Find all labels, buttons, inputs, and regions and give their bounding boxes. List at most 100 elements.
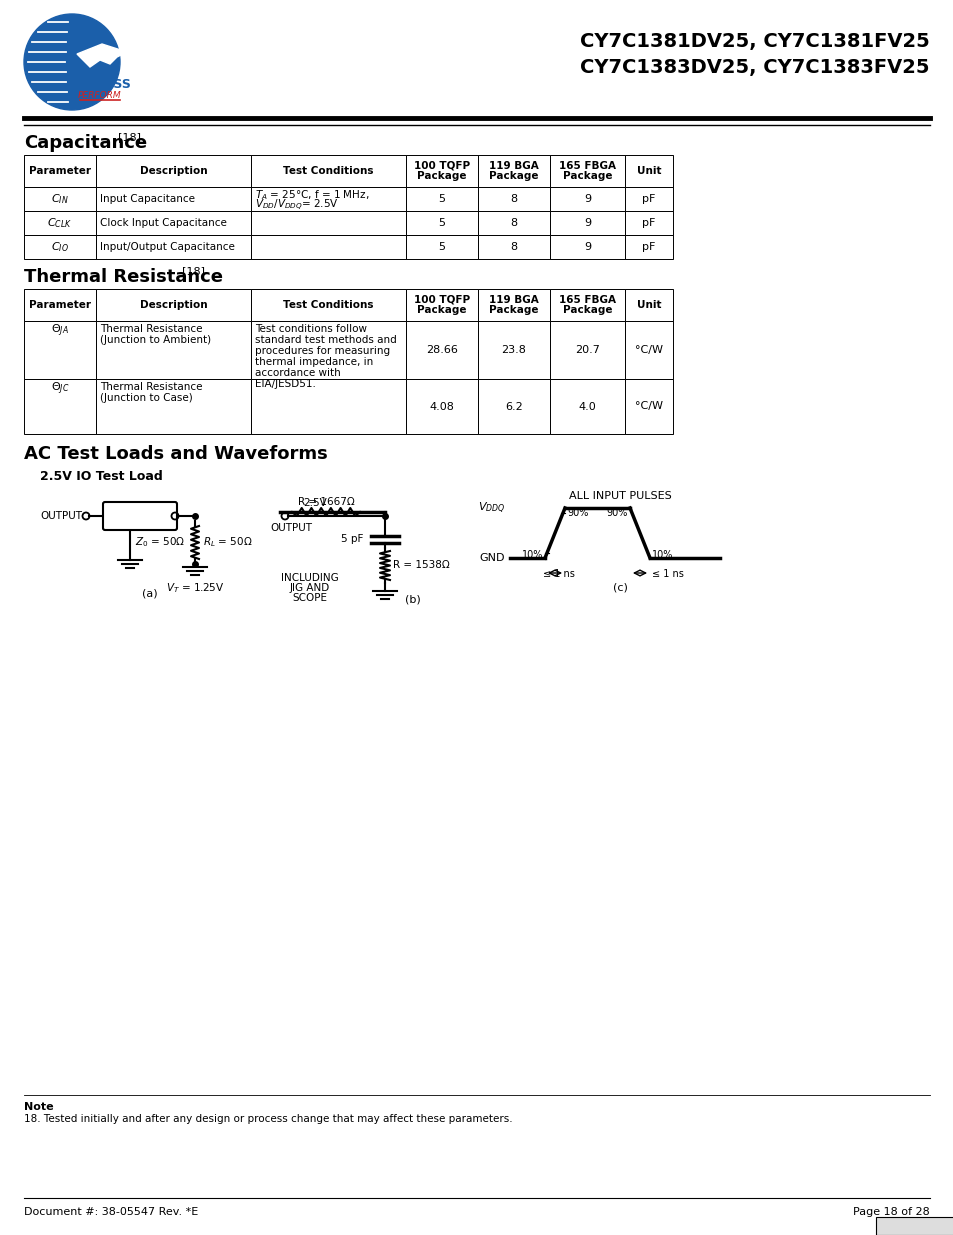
Bar — [550, 235, 624, 259]
Text: $Z_0$ = 50Ω: $Z_0$ = 50Ω — [135, 535, 185, 548]
Bar — [406, 321, 477, 379]
Bar — [406, 211, 477, 235]
Bar — [550, 289, 624, 321]
Text: (Junction to Case): (Junction to Case) — [100, 393, 193, 403]
Text: [18]: [18] — [118, 132, 141, 142]
Text: 6.2: 6.2 — [504, 401, 522, 411]
Text: $C_{IO}$: $C_{IO}$ — [51, 240, 69, 254]
Bar — [875, 1216, 953, 1235]
Text: 8: 8 — [510, 194, 517, 204]
Text: Test conditions follow: Test conditions follow — [254, 324, 367, 333]
Text: 9: 9 — [583, 242, 591, 252]
Bar — [24, 289, 96, 321]
Text: 20.7: 20.7 — [575, 345, 599, 354]
Text: Package: Package — [562, 170, 612, 182]
Text: SCOPE: SCOPE — [293, 593, 327, 603]
Text: Unit: Unit — [636, 165, 660, 177]
Text: ≤ 1 ns: ≤ 1 ns — [542, 569, 575, 579]
Bar — [24, 321, 96, 379]
Text: $T_A$ = 25°C, f = 1 MHz,: $T_A$ = 25°C, f = 1 MHz, — [254, 188, 369, 201]
Text: 4.08: 4.08 — [429, 401, 454, 411]
Text: 4.0: 4.0 — [578, 401, 596, 411]
Text: (c): (c) — [612, 583, 627, 593]
Bar — [406, 379, 477, 433]
Text: 2.5V IO Test Load: 2.5V IO Test Load — [40, 469, 163, 483]
Text: 9: 9 — [583, 194, 591, 204]
Bar — [477, 156, 550, 186]
Bar — [96, 156, 251, 186]
Text: Package: Package — [416, 170, 466, 182]
Bar — [477, 186, 550, 211]
Bar — [24, 211, 96, 235]
Text: EIA/JESD51.: EIA/JESD51. — [254, 379, 315, 389]
Text: $V_{DDQ}$: $V_{DDQ}$ — [477, 500, 504, 515]
Text: CYPRESS: CYPRESS — [69, 78, 132, 90]
Text: 165 FBGA: 165 FBGA — [558, 295, 616, 305]
Text: 90%: 90% — [606, 508, 627, 517]
Bar — [96, 321, 251, 379]
Bar — [624, 321, 672, 379]
Text: INCLUDING: INCLUDING — [281, 573, 338, 583]
Text: 100 TQFP: 100 TQFP — [414, 295, 470, 305]
Bar — [251, 289, 406, 321]
Bar — [96, 211, 251, 235]
Text: Parameter: Parameter — [29, 300, 91, 310]
Text: ALL INPUT PULSES: ALL INPUT PULSES — [568, 492, 671, 501]
Bar — [550, 379, 624, 433]
Text: $\Theta_{JC}$: $\Theta_{JC}$ — [51, 380, 70, 398]
Bar — [96, 186, 251, 211]
Text: Package: Package — [562, 305, 612, 315]
Text: R = 1667Ω: R = 1667Ω — [297, 496, 354, 508]
Text: Page 18 of 28: Page 18 of 28 — [852, 1207, 929, 1216]
Text: 119 BGA: 119 BGA — [489, 161, 538, 170]
Text: pF: pF — [641, 219, 655, 228]
Text: $V_T$ = 1.25V: $V_T$ = 1.25V — [166, 582, 224, 595]
Text: standard test methods and: standard test methods and — [254, 335, 396, 345]
Text: $R_L$ = 50Ω: $R_L$ = 50Ω — [203, 536, 253, 550]
Text: 8: 8 — [510, 242, 517, 252]
Text: 5: 5 — [438, 219, 445, 228]
Text: Package: Package — [489, 305, 538, 315]
Text: 119 BGA: 119 BGA — [489, 295, 538, 305]
Bar — [406, 289, 477, 321]
Text: 28.66: 28.66 — [426, 345, 457, 354]
Text: thermal impedance, in: thermal impedance, in — [254, 357, 373, 367]
Bar — [24, 379, 96, 433]
Bar — [406, 186, 477, 211]
FancyBboxPatch shape — [103, 501, 177, 530]
Text: $\Theta_{JA}$: $\Theta_{JA}$ — [51, 322, 69, 340]
Text: 10%: 10% — [521, 550, 542, 559]
Text: Document #: 38-05547 Rev. *E: Document #: 38-05547 Rev. *E — [24, 1207, 198, 1216]
Text: Thermal Resistance: Thermal Resistance — [100, 382, 202, 391]
Text: 165 FBGA: 165 FBGA — [558, 161, 616, 170]
Bar — [96, 379, 251, 433]
Bar — [251, 379, 406, 433]
Bar — [406, 235, 477, 259]
Bar — [624, 186, 672, 211]
Text: $V_{DD}$/$V_{DDQ}$= 2.5V: $V_{DD}$/$V_{DDQ}$= 2.5V — [254, 198, 338, 212]
Text: Package: Package — [489, 170, 538, 182]
Text: 5: 5 — [438, 242, 445, 252]
Text: AC Test Loads and Waveforms: AC Test Loads and Waveforms — [24, 445, 328, 463]
Text: $C_{CLK}$: $C_{CLK}$ — [48, 216, 72, 230]
Text: °C/W: °C/W — [635, 345, 662, 354]
Text: Unit: Unit — [636, 300, 660, 310]
Text: °C/W: °C/W — [635, 401, 662, 411]
Text: ≤ 1 ns: ≤ 1 ns — [651, 569, 683, 579]
Text: Input Capacitance: Input Capacitance — [100, 194, 194, 204]
Text: 10%: 10% — [651, 550, 673, 559]
Bar — [251, 321, 406, 379]
Bar — [96, 235, 251, 259]
Bar — [251, 235, 406, 259]
Bar — [550, 321, 624, 379]
Bar — [550, 211, 624, 235]
Text: PERFORM: PERFORM — [78, 91, 122, 100]
Text: 9: 9 — [583, 219, 591, 228]
Bar — [477, 321, 550, 379]
Bar — [624, 235, 672, 259]
Text: 8: 8 — [510, 219, 517, 228]
Text: Description: Description — [139, 300, 207, 310]
Text: JIG AND: JIG AND — [290, 583, 330, 593]
Text: 2.5V: 2.5V — [303, 498, 327, 508]
Bar — [624, 379, 672, 433]
